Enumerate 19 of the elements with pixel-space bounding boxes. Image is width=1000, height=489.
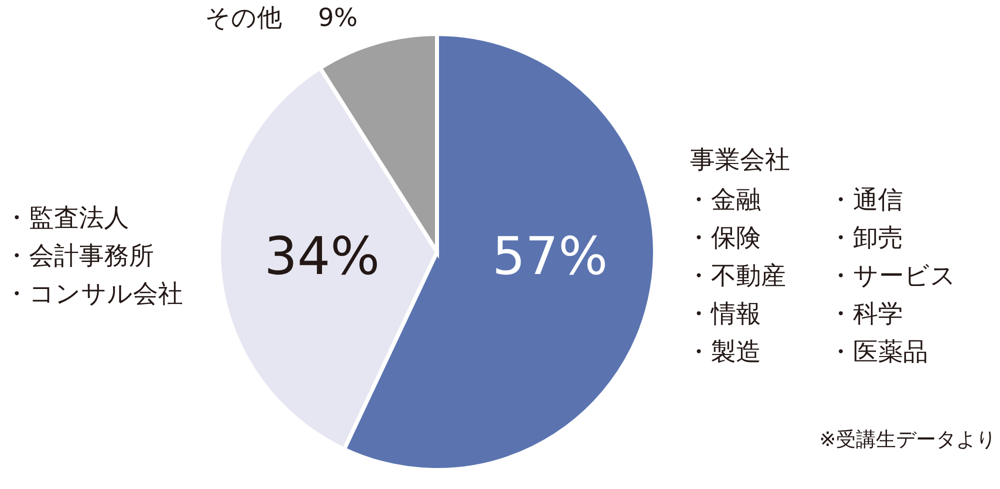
text: ・情報 [686, 299, 761, 328]
data-label: 9% [318, 3, 358, 32]
slice-label: 事業会社 [690, 145, 790, 174]
text: ・金融 [686, 185, 761, 214]
text: ・サービス [828, 261, 956, 290]
text: ・コンサル会社 [4, 279, 183, 308]
text: ・保険 [686, 223, 761, 252]
text: ・医薬品 [828, 337, 928, 366]
slice-label: その他 [205, 3, 282, 32]
text: ・不動産 [686, 261, 786, 290]
text: ・通信 [828, 185, 903, 214]
text: ※受講生データより [819, 427, 996, 451]
text: ・会計事務所 [4, 241, 154, 270]
data-label: 57% [492, 227, 608, 287]
text: ・監査法人 [4, 203, 129, 232]
data-label: 34% [264, 227, 380, 287]
text: ・科学 [828, 299, 903, 328]
text: ・製造 [686, 337, 761, 366]
text: ・卸売 [828, 223, 903, 252]
